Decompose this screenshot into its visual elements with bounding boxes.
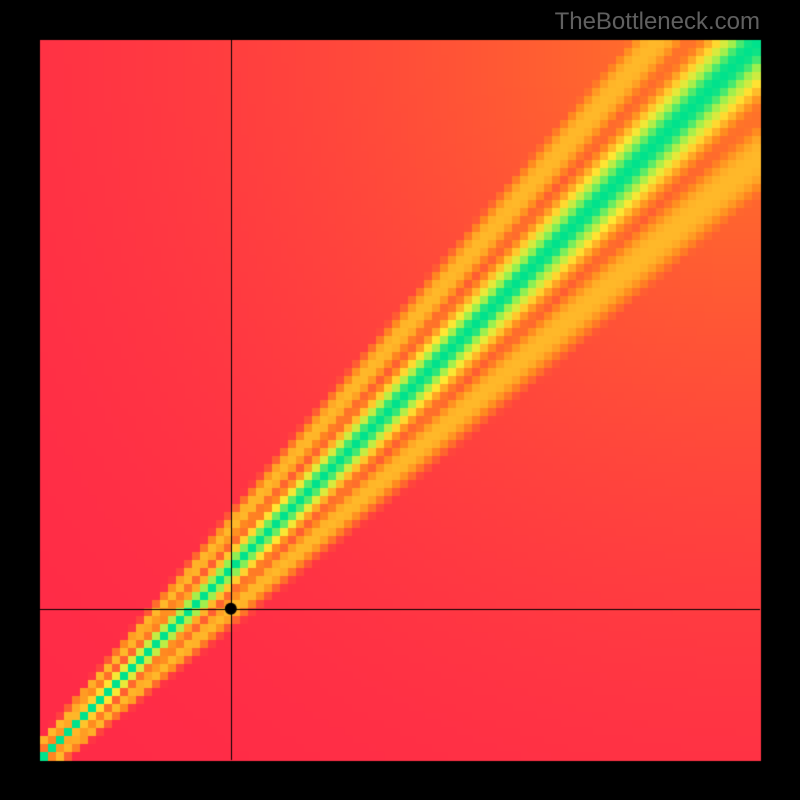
bottleneck-heatmap-canvas: [0, 0, 800, 800]
watermark-label: TheBottleneck.com: [555, 8, 760, 36]
chart-root: TheBottleneck.com: [0, 0, 800, 800]
